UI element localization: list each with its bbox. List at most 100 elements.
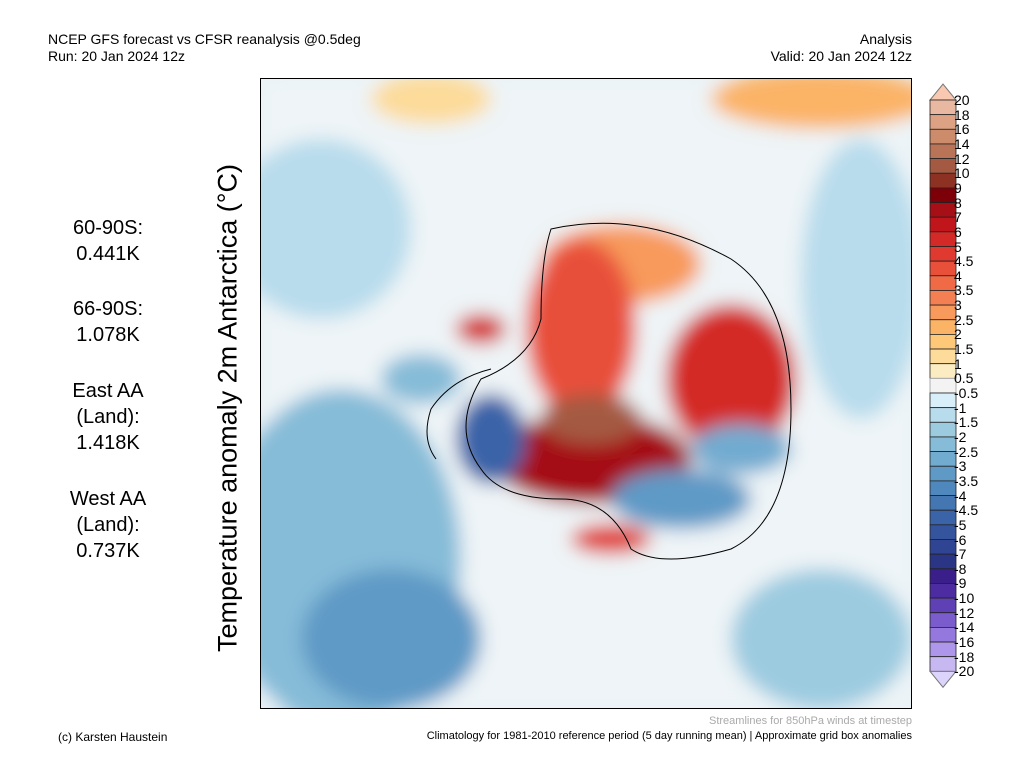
colorbar-bin bbox=[929, 597, 957, 614]
colorbar-bin bbox=[929, 553, 957, 570]
colorbar-bin bbox=[929, 539, 957, 555]
colorbar-tick-label: 0.5 bbox=[954, 370, 974, 387]
colorbar-bin bbox=[929, 641, 957, 658]
stat-value: 0.441K bbox=[76, 243, 140, 265]
colorbar-tick-label: -16 bbox=[954, 634, 975, 651]
colorbar-tick-label: -4.5 bbox=[954, 502, 979, 519]
colorbar-tick-label: -18 bbox=[954, 648, 975, 665]
colorbar-tick-label: 4.5 bbox=[954, 253, 974, 270]
colorbar-tick-label: 9 bbox=[954, 179, 962, 196]
colorbar-bin bbox=[929, 99, 957, 116]
colorbar-bin bbox=[929, 656, 957, 672]
colorbar-tick-label: 2 bbox=[954, 326, 962, 343]
colorbar-bin bbox=[929, 260, 957, 277]
colorbar-bin bbox=[929, 172, 957, 189]
stat-label: 66-90S: bbox=[72, 298, 144, 320]
colorbar-tick-label: 14 bbox=[954, 135, 970, 152]
mode-label: Analysis bbox=[859, 31, 912, 47]
run-time: Run: 20 Jan 2024 12z bbox=[48, 48, 185, 64]
colorbar-tick-label: -5 bbox=[954, 516, 967, 533]
colorbar-bin bbox=[929, 407, 957, 423]
colorbar-tick-label: -20 bbox=[954, 663, 975, 680]
stat-label: East AA (Land): bbox=[72, 380, 144, 428]
colorbar-tick-label: 1.5 bbox=[954, 341, 974, 358]
chart-title: NCEP GFS forecast vs CFSR reanalysis @0.… bbox=[48, 31, 361, 47]
colorbar-tick-label: -6 bbox=[954, 531, 967, 548]
colorbar-tick-label: 4 bbox=[954, 267, 962, 284]
colorbar-tick-label: -0.5 bbox=[954, 385, 979, 401]
colorbar-tick-label: -12 bbox=[954, 604, 975, 621]
colorbar-bin bbox=[929, 231, 957, 247]
colorbar-tick-label: 2.5 bbox=[954, 311, 974, 328]
colorbar-bin bbox=[929, 246, 957, 262]
colorbar-tick-label: 3.5 bbox=[954, 282, 974, 299]
colorbar-bin bbox=[929, 114, 957, 130]
colorbar-tick-label: 18 bbox=[954, 106, 970, 123]
stat-66-90s: 66-90S: 1.078K bbox=[60, 296, 156, 348]
colorbar-bin bbox=[929, 392, 957, 409]
colorbar-bin bbox=[929, 319, 957, 335]
stat-west-aa: West AA (Land): 0.737K bbox=[60, 486, 156, 564]
colorbar-bin bbox=[929, 480, 957, 496]
colorbar-tick-label: -1.5 bbox=[954, 414, 979, 431]
colorbar-tick-label: 3 bbox=[954, 297, 962, 314]
colorbar-tick-label: -4 bbox=[954, 487, 967, 504]
colorbar-bin bbox=[929, 158, 957, 174]
stat-value: 1.078K bbox=[76, 324, 140, 346]
colorbar-bin bbox=[929, 363, 957, 379]
stat-value: 0.737K bbox=[76, 540, 140, 562]
colorbar-tick-label: 7 bbox=[954, 209, 962, 226]
colorbar-bin bbox=[929, 583, 957, 599]
stat-label: West AA (Land): bbox=[69, 488, 147, 536]
colorbar-tick-label: 6 bbox=[954, 223, 962, 240]
colorbar-tick-label: -1 bbox=[954, 399, 967, 416]
stat-value: 1.418K bbox=[76, 432, 140, 454]
anomaly-map bbox=[260, 78, 912, 709]
colorbar-tick-label: 8 bbox=[954, 194, 962, 211]
credit: (c) Karsten Haustein bbox=[58, 730, 168, 744]
colorbar-tick-label: -2 bbox=[954, 428, 967, 445]
colorbar-tick-label: 5 bbox=[954, 238, 962, 255]
colorbar-bin bbox=[929, 333, 957, 350]
colorbar-tick-label: -10 bbox=[954, 590, 975, 607]
colorbar-bin bbox=[929, 290, 957, 306]
colorbar-tick-label: 12 bbox=[954, 150, 970, 167]
stat-label: 60-90S: bbox=[72, 217, 144, 239]
climatology-note: Climatology for 1981-2010 reference peri… bbox=[426, 730, 912, 742]
colorbar-bin bbox=[929, 143, 957, 160]
colorbar-under-arrow bbox=[928, 670, 958, 689]
colorbar-over-arrow bbox=[928, 83, 958, 101]
colorbar-tick-label: 1 bbox=[954, 355, 962, 372]
colorbar-tick-label: -9 bbox=[954, 575, 967, 592]
colorbar-bin bbox=[929, 304, 957, 321]
colorbar-bin bbox=[929, 568, 957, 584]
colorbar-bin bbox=[929, 436, 957, 453]
y-axis-label: Temperature anomaly 2m Antarctica (°C) bbox=[212, 164, 243, 652]
stat-60-90s: 60-90S: 0.441K bbox=[60, 215, 156, 267]
colorbar-bin bbox=[929, 451, 957, 467]
colorbar-tick-label: -14 bbox=[954, 619, 975, 636]
colorbar-bin bbox=[929, 524, 957, 540]
colorbar-tick-label: -3.5 bbox=[954, 472, 979, 489]
colorbar-bin bbox=[929, 509, 957, 526]
colorbar-tick-label: -8 bbox=[954, 560, 967, 577]
colorbar-tick-label: -2.5 bbox=[954, 443, 979, 460]
colorbar-tick-label: -3 bbox=[954, 458, 967, 475]
colorbar bbox=[928, 83, 958, 704]
streamlines-note: Streamlines for 850hPa winds at timestep bbox=[709, 715, 912, 727]
colorbar-bin bbox=[929, 128, 957, 145]
colorbar-bin bbox=[929, 216, 957, 233]
colorbar-bin bbox=[929, 612, 957, 628]
colorbar-tick-label: -7 bbox=[954, 546, 967, 563]
colorbar-tick-label: 10 bbox=[954, 165, 970, 182]
colorbar-bin bbox=[929, 495, 957, 511]
colorbar-bin bbox=[929, 187, 957, 203]
colorbar-bin bbox=[929, 377, 957, 394]
colorbar-bin bbox=[929, 627, 957, 643]
valid-time: Valid: 20 Jan 2024 12z bbox=[770, 48, 912, 64]
colorbar-bin bbox=[929, 348, 957, 365]
colorbar-bin bbox=[929, 202, 957, 218]
colorbar-tick-label: 20 bbox=[954, 92, 970, 108]
colorbar-bin bbox=[929, 465, 957, 482]
colorbar-tick-label: 16 bbox=[954, 121, 970, 138]
